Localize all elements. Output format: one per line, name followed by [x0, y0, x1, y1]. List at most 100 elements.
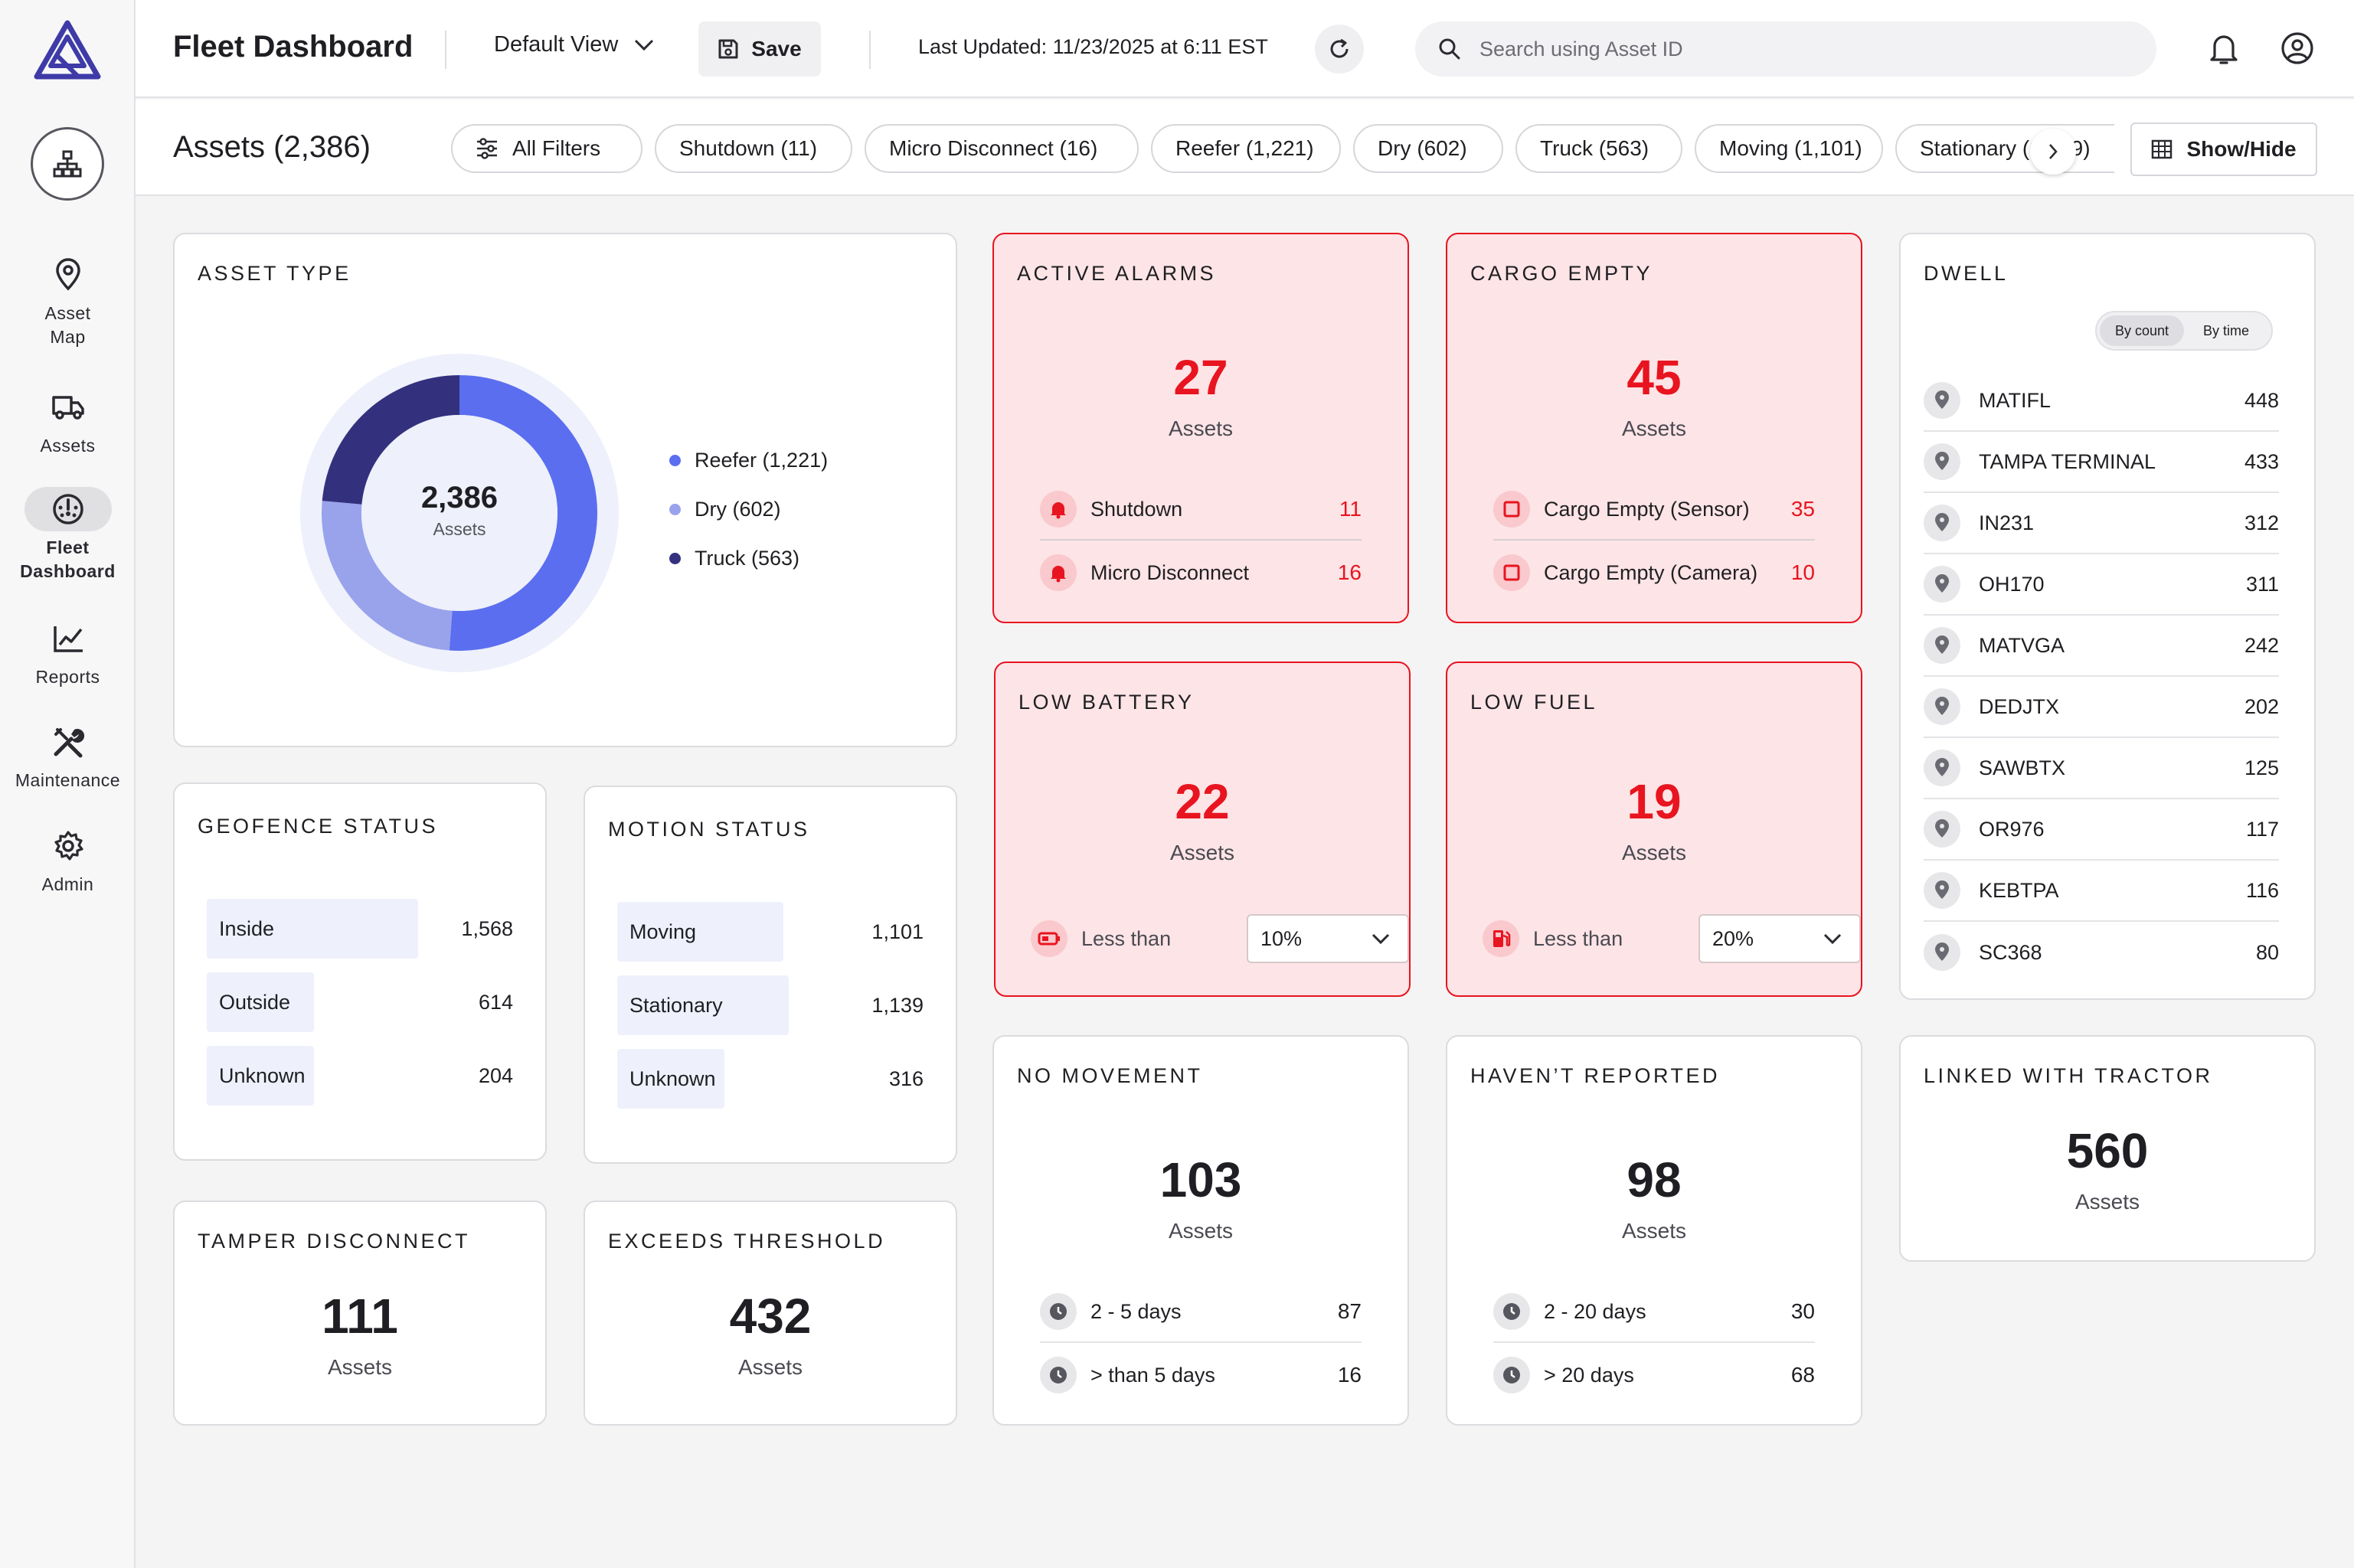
toggle-by-time[interactable]: By time: [2202, 322, 2249, 338]
sidebar-item-label: Admin: [41, 874, 94, 894]
not-reported-row-over-20-days[interactable]: > 20 days 68: [1493, 1344, 1815, 1406]
bar-fill: [207, 899, 418, 959]
linked-with-tractor-card[interactable]: LINKED WITH TRACTOR 560 Assets: [1899, 1035, 2316, 1262]
alarm-row-micro-disconnect[interactable]: Micro Disconnect 16: [1040, 542, 1362, 603]
cargo-row-camera[interactable]: Cargo Empty (Camera) 10: [1493, 542, 1815, 603]
sidebar-item-fleet-dashboard[interactable]: Fleet Dashboard: [0, 487, 136, 583]
filter-chip-moving[interactable]: Moving (1,101): [1695, 124, 1883, 173]
bar-label: Unknown: [629, 1067, 716, 1090]
bar-label: Stationary: [629, 994, 723, 1017]
chip-label: Moving (1,101): [1719, 136, 1862, 160]
dwell-location-count: 125: [2244, 756, 2279, 779]
cargo-empty-card[interactable]: CARGO EMPTY 45 Assets Cargo Empty (Senso…: [1446, 233, 1862, 623]
row-value: 30: [1790, 1299, 1815, 1323]
no-movement-row-2-5-days[interactable]: 2 - 5 days 87: [1040, 1282, 1362, 1343]
dwell-row[interactable]: MATVGA 242: [1924, 616, 2279, 677]
geofence-row-inside[interactable]: Inside 1,568: [207, 899, 513, 959]
dwell-row[interactable]: IN231 312: [1924, 493, 2279, 554]
no-movement-row-over-5-days[interactable]: > than 5 days 16: [1040, 1344, 1362, 1406]
all-filters-chip[interactable]: All Filters: [451, 124, 642, 173]
metric-label: Assets: [1169, 841, 1235, 864]
tamper-disconnect-card[interactable]: TAMPER DISCONNECT 111 Assets: [173, 1200, 547, 1426]
view-dropdown[interactable]: Default View: [494, 32, 655, 57]
no-movement-card[interactable]: NO MOVEMENT 103 Assets 2 - 5 days 87 > t…: [992, 1035, 1409, 1426]
donut-slice-truck[interactable]: [322, 375, 459, 505]
geofence-row-outside[interactable]: Outside 614: [207, 972, 513, 1032]
assets-count-title: Assets (2,386): [173, 130, 371, 164]
user-profile-button[interactable]: [2280, 31, 2315, 70]
dashboard-gauge-icon: [24, 487, 112, 531]
dwell-location-count: 116: [2245, 878, 2279, 902]
filter-chip-stationary[interactable]: Stationary (1,139): [1895, 124, 2114, 173]
bar-value: 1,568: [461, 917, 513, 940]
scroll-chips-right-button[interactable]: [2030, 129, 2076, 175]
active-alarms-card[interactable]: ACTIVE ALARMS 27 Assets Shutdown 11 Micr…: [992, 233, 1409, 623]
dwell-row[interactable]: OR976 117: [1924, 799, 2279, 861]
sidebar-item-assets[interactable]: Assets: [0, 385, 136, 458]
legend-item-truck[interactable]: Truck (563): [669, 547, 799, 570]
filter-chip-truck[interactable]: Truck (563): [1515, 124, 1682, 173]
dwell-row[interactable]: SAWBTX 125: [1924, 738, 2279, 799]
exceeds-threshold-card[interactable]: EXCEEDS THRESHOLD 432 Assets: [584, 1200, 957, 1426]
dwell-row[interactable]: KEBTPA 116: [1924, 861, 2279, 922]
legend-item-dry[interactable]: Dry (602): [669, 498, 781, 521]
row-value: 10: [1790, 560, 1815, 584]
battery-threshold-select[interactable]: 10%: [1247, 914, 1409, 963]
chip-label: Reefer (1,221): [1175, 136, 1314, 160]
donut-svg: [300, 354, 619, 672]
notifications-button[interactable]: [2207, 31, 2241, 70]
search-bar[interactable]: [1415, 21, 2156, 77]
dwell-row[interactable]: MATIFL 448: [1924, 371, 2279, 432]
view-dropdown-label: Default View: [494, 32, 619, 57]
company-logo[interactable]: [34, 20, 101, 81]
divider: [445, 31, 446, 69]
bar-value: 614: [478, 991, 513, 1014]
dwell-row[interactable]: SC368 80: [1924, 922, 2279, 983]
filter-chip-micro-disconnect[interactable]: Micro Disconnect (16): [865, 124, 1139, 173]
fuel-threshold-select[interactable]: 20%: [1698, 914, 1861, 963]
refresh-button[interactable]: [1315, 24, 1364, 74]
dwell-location-count: 448: [2244, 388, 2279, 412]
not-reported-row-2-20-days[interactable]: 2 - 20 days 30: [1493, 1282, 1815, 1343]
threshold-value: 10%: [1260, 926, 1303, 950]
metric-value: 27: [1173, 350, 1228, 405]
dwell-location-label: MATIFL: [1979, 388, 2051, 412]
alarm-row-shutdown[interactable]: Shutdown 11: [1040, 479, 1362, 541]
filter-chip-reefer[interactable]: Reefer (1,221): [1151, 124, 1341, 173]
toggle-by-count[interactable]: By count: [2100, 315, 2184, 346]
low-battery-card[interactable]: LOW BATTERY 22 Assets Less than 10%: [994, 662, 1411, 997]
motion-row-stationary[interactable]: Stationary 1,139: [617, 975, 924, 1035]
dwell-row[interactable]: TAMPA TERMINAL 433: [1924, 432, 2279, 493]
alarm-bell-icon: [1040, 554, 1077, 591]
metric-label: Assets: [1621, 1219, 1687, 1243]
search-input[interactable]: [1479, 37, 2138, 61]
dwell-row[interactable]: OH170 311: [1924, 554, 2279, 616]
cargo-row-sensor[interactable]: Cargo Empty (Sensor) 35: [1493, 479, 1815, 541]
row-value: 16: [1337, 560, 1362, 584]
chevron-down-icon: [1823, 933, 1842, 945]
low-fuel-card[interactable]: LOW FUEL 19 Assets Less than 20%: [1446, 662, 1862, 997]
legend-item-reefer[interactable]: Reefer (1,221): [669, 449, 828, 472]
threshold-label: Less than: [1533, 926, 1623, 950]
dwell-row[interactable]: DEDJTX 202: [1924, 677, 2279, 738]
show-hide-button[interactable]: Show/Hide: [2130, 122, 2317, 176]
motion-row-moving[interactable]: Moving 1,101: [617, 902, 924, 962]
map-pin-icon: [25, 253, 112, 297]
donut-slice-dry[interactable]: [321, 501, 453, 651]
dwell-location-label: OR976: [1979, 817, 2045, 841]
clock-icon: [1040, 1357, 1077, 1393]
filter-chip-shutdown[interactable]: Shutdown (11): [655, 124, 852, 173]
metric-value: 560: [2066, 1123, 2149, 1178]
org-hierarchy-button[interactable]: [31, 127, 104, 201]
geofence-row-unknown[interactable]: Unknown 204: [207, 1046, 513, 1106]
motion-row-unknown[interactable]: Unknown 316: [617, 1049, 924, 1109]
sidebar-item-asset-map[interactable]: Asset Map: [0, 253, 136, 349]
donut-slice-reefer[interactable]: [449, 375, 597, 651]
sidebar-item-admin[interactable]: Admin: [0, 824, 136, 897]
save-button[interactable]: Save: [698, 21, 821, 77]
last-updated-timestamp: Last Updated: 11/23/2025 at 6:11 EST: [918, 35, 1268, 58]
sidebar-item-maintenance[interactable]: Maintenance: [0, 720, 136, 792]
havent-reported-card[interactable]: HAVEN’T REPORTED 98 Assets 2 - 20 days 3…: [1446, 1035, 1862, 1426]
filter-chip-dry[interactable]: Dry (602): [1353, 124, 1503, 173]
sidebar-item-reports[interactable]: Reports: [0, 616, 136, 689]
